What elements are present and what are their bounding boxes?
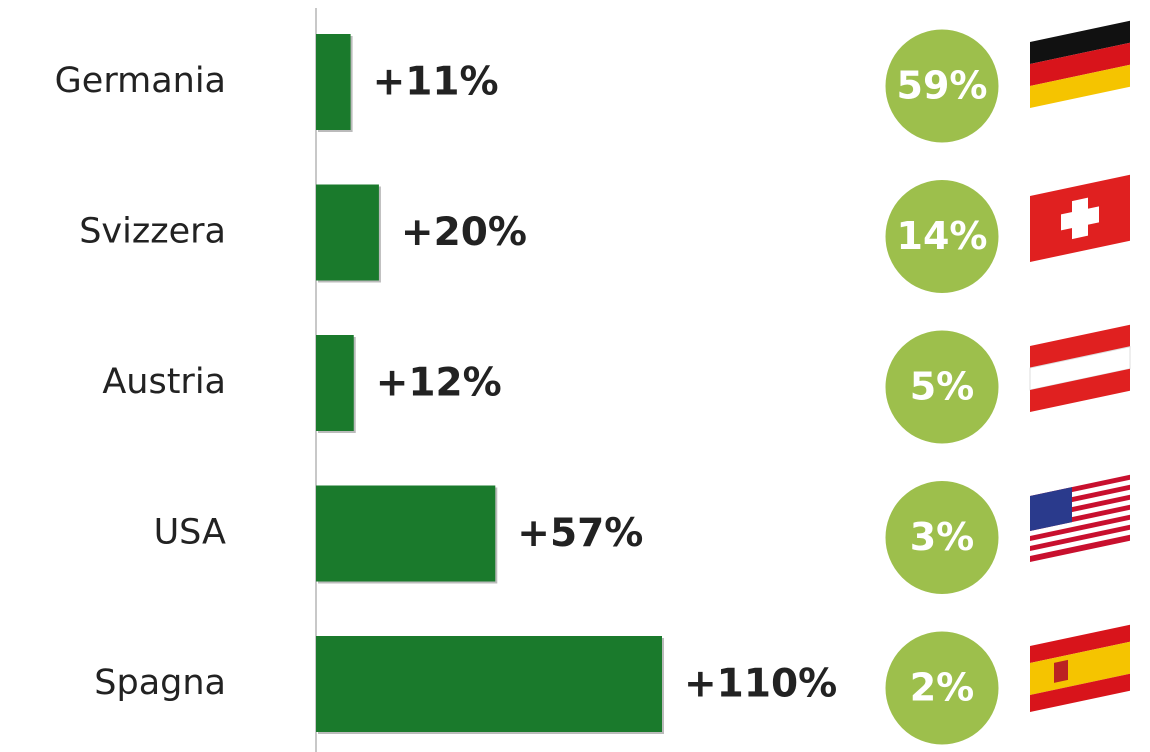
flag-switzerland <box>1030 174 1130 262</box>
data-label: +57% <box>517 511 643 556</box>
category-label: Svizzera <box>79 212 226 252</box>
category-label: Germania <box>55 61 226 101</box>
share-label: 2% <box>910 666 975 710</box>
data-label: +11% <box>373 60 499 105</box>
flag-germany <box>1030 20 1130 108</box>
share-label: 59% <box>897 64 988 108</box>
flag-spain <box>1030 624 1130 712</box>
flags <box>1029 20 1131 712</box>
category-label: Spagna <box>94 663 226 703</box>
bar <box>316 335 354 431</box>
bar <box>316 34 351 130</box>
share-circle <box>882 478 1002 597</box>
share-circle <box>882 327 1002 447</box>
category-label: Austria <box>102 362 226 402</box>
data-label: +12% <box>376 361 502 406</box>
share-circle <box>882 628 1002 748</box>
data-label: +110% <box>684 662 837 707</box>
data-label: +20% <box>401 210 527 255</box>
flag-austria <box>1029 324 1131 412</box>
flag-usa <box>1030 474 1130 562</box>
share-label: 14% <box>897 214 988 258</box>
share-circle <box>882 26 1002 146</box>
bar <box>316 636 662 732</box>
share-circle <box>882 177 1002 296</box>
bar <box>316 485 496 582</box>
share-label: 5% <box>910 365 975 409</box>
bar <box>316 184 379 281</box>
share-label: 3% <box>910 515 975 559</box>
category-label: USA <box>154 513 226 553</box>
